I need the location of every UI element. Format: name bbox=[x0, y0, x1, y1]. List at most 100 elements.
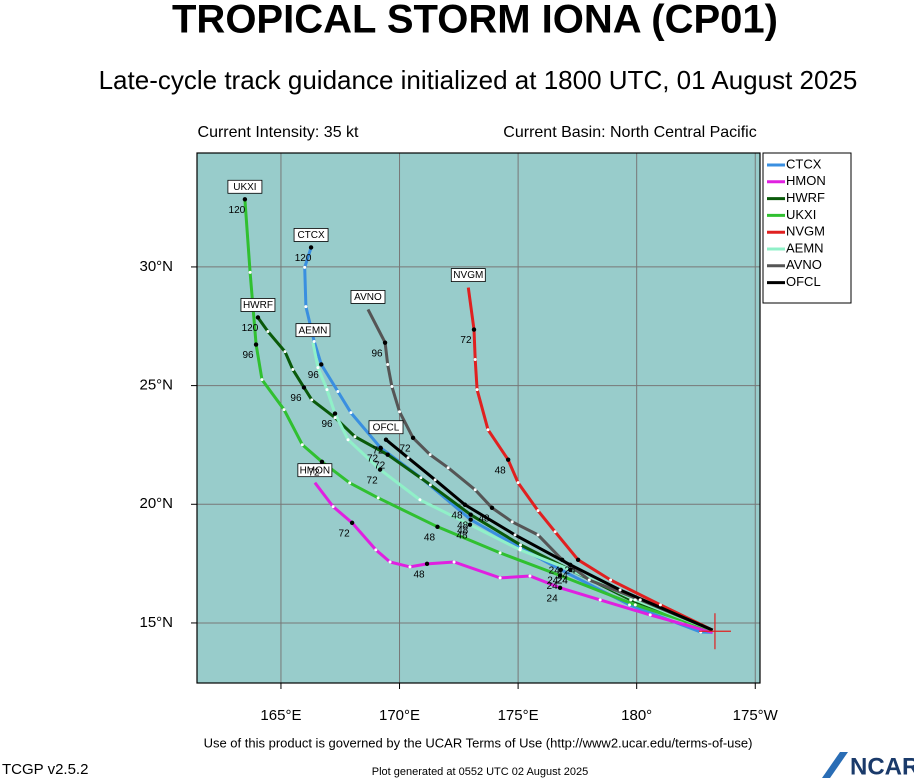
model-label-box bbox=[297, 463, 333, 478]
track-point bbox=[633, 598, 637, 602]
map-background bbox=[197, 153, 760, 683]
track-point bbox=[374, 548, 378, 552]
hour-label: 72 bbox=[399, 443, 411, 454]
hour-label: 48 bbox=[413, 569, 425, 580]
legend-label: HMON bbox=[786, 173, 826, 188]
hour-label: 24 bbox=[547, 593, 559, 604]
hour-label: 96 bbox=[308, 370, 320, 381]
track-line bbox=[385, 438, 714, 632]
track-point bbox=[505, 457, 511, 462]
track-point bbox=[498, 551, 502, 555]
track-point bbox=[536, 509, 540, 513]
track-point bbox=[308, 245, 314, 250]
track-point bbox=[518, 548, 522, 552]
tracks: 120 96 72 48 24 CTCX 72 48 24 HMON 120 96 72 48 24 HWRF… bbox=[227, 179, 714, 634]
track-point bbox=[486, 428, 490, 432]
track-point bbox=[558, 567, 563, 572]
hour-label: 120 bbox=[242, 323, 259, 334]
model-label-box bbox=[293, 228, 329, 242]
track-point bbox=[609, 578, 613, 582]
track-point bbox=[553, 530, 557, 534]
model-label-box bbox=[350, 290, 386, 304]
track-point bbox=[633, 603, 637, 607]
hour-label: 72 bbox=[367, 475, 379, 486]
hour-label: 24 bbox=[557, 575, 569, 586]
track-point bbox=[377, 467, 383, 472]
track-point bbox=[282, 408, 286, 412]
x-tick-label: 170°E bbox=[379, 707, 420, 724]
track-point bbox=[319, 362, 324, 367]
track-point bbox=[386, 362, 390, 366]
track-point bbox=[266, 329, 270, 333]
model-label: HWRF bbox=[243, 300, 273, 311]
track-point bbox=[557, 585, 563, 591]
hour-label: 24 bbox=[547, 581, 559, 592]
track-point bbox=[336, 390, 340, 394]
model-label-box bbox=[295, 323, 331, 338]
track-point bbox=[518, 543, 522, 547]
legend-box bbox=[762, 152, 852, 304]
track-point bbox=[300, 443, 304, 447]
track-point bbox=[325, 388, 329, 392]
track-point bbox=[473, 488, 477, 492]
track-point bbox=[489, 505, 495, 511]
y-tick-label: 30°N bbox=[139, 258, 173, 275]
track-point bbox=[388, 560, 392, 564]
hour-label: 48 bbox=[457, 525, 469, 536]
hour-label: 48 bbox=[457, 520, 469, 531]
track-point bbox=[452, 560, 456, 564]
track-point bbox=[428, 453, 432, 457]
model-label-box bbox=[450, 268, 486, 282]
hour-label: 48 bbox=[456, 530, 468, 541]
hour-label: 24 bbox=[549, 565, 561, 576]
track-line bbox=[313, 481, 714, 634]
track-point bbox=[528, 574, 532, 578]
model-label-box bbox=[368, 420, 404, 435]
hour-label: 24 bbox=[547, 575, 559, 586]
track-point bbox=[291, 367, 295, 371]
track-point bbox=[333, 416, 337, 420]
hour-label: 24 bbox=[557, 570, 569, 581]
track-point bbox=[390, 385, 394, 389]
track-point bbox=[383, 437, 389, 442]
track-point bbox=[418, 498, 422, 502]
track-point bbox=[410, 435, 416, 441]
track-point bbox=[353, 435, 357, 439]
track-point bbox=[628, 603, 632, 607]
track-point bbox=[498, 576, 502, 580]
subtitle: Late-cycle track guidance initialized at… bbox=[99, 65, 858, 95]
hour-label: 48 bbox=[478, 513, 490, 524]
track-line bbox=[243, 199, 714, 632]
track-point bbox=[568, 562, 573, 568]
hour-label: 48 bbox=[495, 465, 507, 476]
track-point bbox=[312, 339, 316, 343]
track-point bbox=[319, 459, 325, 464]
track-point bbox=[618, 588, 622, 592]
track-point bbox=[536, 533, 540, 537]
x-tick-label: 165°E bbox=[260, 707, 301, 724]
track-point bbox=[376, 496, 380, 500]
track-point bbox=[419, 476, 423, 480]
hour-label: 24 bbox=[557, 575, 569, 586]
track-point bbox=[349, 520, 355, 525]
y-tick-label: 15°N bbox=[139, 614, 173, 631]
track-point bbox=[398, 410, 402, 414]
track-point bbox=[648, 613, 652, 617]
logo: NCAR bbox=[850, 753, 914, 780]
track-point bbox=[575, 557, 581, 563]
track-point bbox=[349, 411, 353, 415]
track-point bbox=[260, 378, 264, 382]
hour-label: 96 bbox=[321, 419, 333, 430]
legend-label: AVNO bbox=[786, 257, 822, 272]
legend-label: UKXI bbox=[786, 207, 816, 222]
x-tick-label: 175°E bbox=[498, 707, 539, 724]
track-point bbox=[638, 598, 642, 602]
track-point bbox=[557, 573, 563, 578]
legend-label: OFCL bbox=[786, 274, 821, 289]
legend-label: NVGM bbox=[786, 224, 825, 239]
model-label: AVNO bbox=[354, 292, 382, 303]
track-point bbox=[587, 578, 591, 582]
title: TROPICAL STORM IONA (CP01) bbox=[172, 0, 778, 42]
track-point bbox=[446, 466, 450, 470]
